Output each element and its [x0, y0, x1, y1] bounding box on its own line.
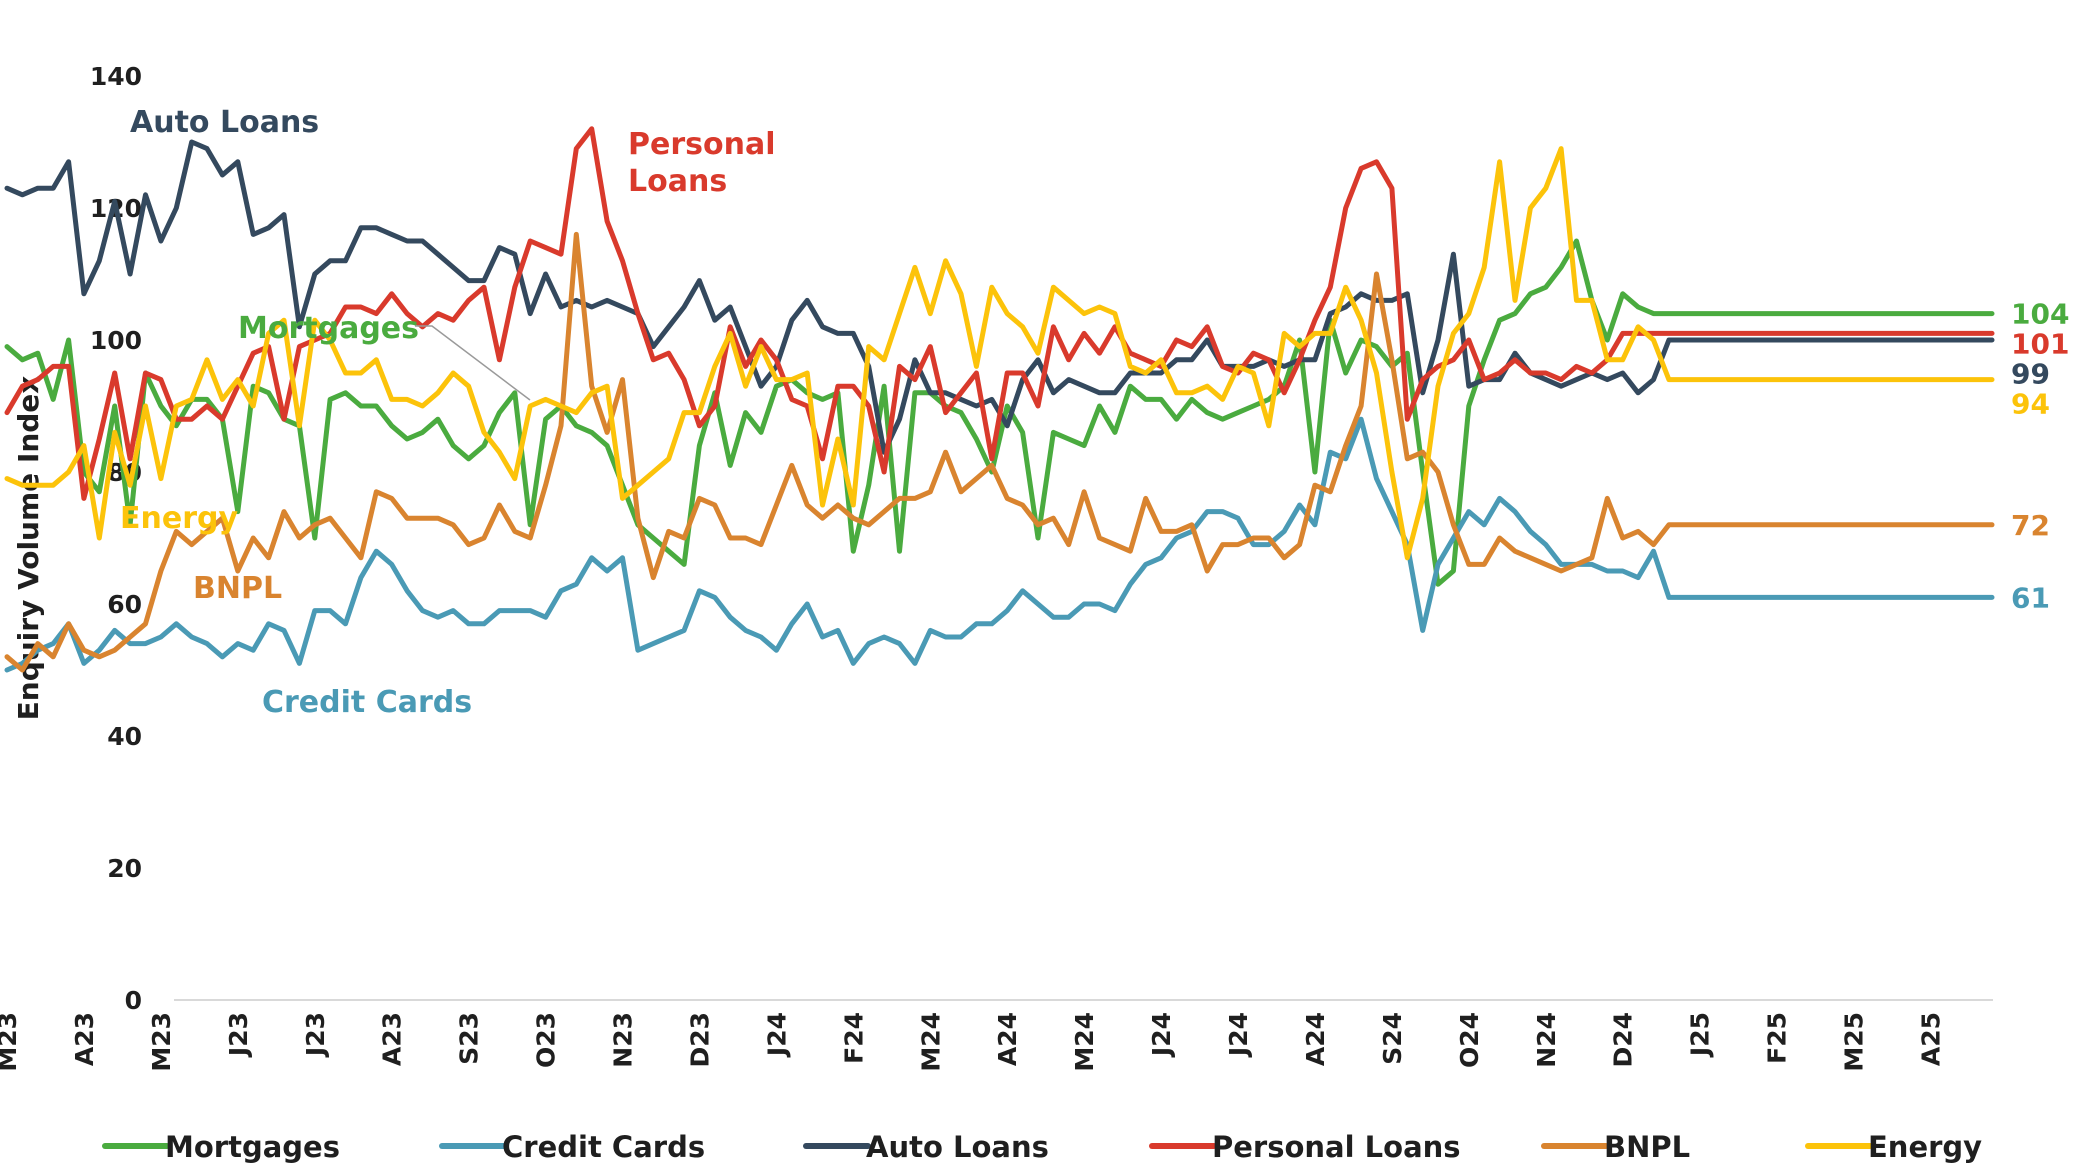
annotation-auto-loans: Auto Loans	[130, 105, 319, 140]
legend-label: BNPL	[1604, 1130, 1690, 1164]
x-tick-label-j23: J23	[301, 1012, 330, 1058]
end-value-energy: 94	[2011, 388, 2050, 421]
mortgages-leader-line	[415, 325, 531, 401]
x-tick-label-d23: D23	[685, 1012, 714, 1068]
end-value-auto-loans: 99	[2011, 358, 2050, 391]
annotation-credit-cards: Credit Cards	[262, 685, 472, 720]
x-tick-label-o23: O23	[532, 1012, 561, 1068]
legend-label: Personal Loans	[1212, 1130, 1461, 1164]
end-value-bnpl: 72	[2011, 509, 2050, 542]
annotation-personal-loans: Loans	[628, 164, 727, 199]
y-tick-label: 40	[107, 722, 142, 751]
legend-label: Auto Loans	[866, 1130, 1049, 1164]
annotation-personal-loans: Personal	[628, 127, 775, 162]
legend: Mortgages Credit Cards Auto Loans Personal …	[102, 1130, 1982, 1164]
x-tick-label-j24: J24	[762, 1012, 791, 1058]
x-tick-label-a25: A25	[1916, 1012, 1945, 1066]
annotation-energy: Energy	[120, 501, 238, 536]
x-tick-label-s24: S24	[1378, 1012, 1407, 1065]
x-tick-label-j23: J23	[224, 1012, 253, 1058]
legend-label: Credit Cards	[502, 1130, 705, 1164]
y-tick-label: 20	[107, 854, 142, 883]
y-tick-label: 140	[90, 62, 142, 91]
x-tick-label-s23: S23	[455, 1012, 484, 1065]
x-tick-label-j24: J24	[1147, 1012, 1176, 1058]
x-tick-label-n24: N24	[1532, 1012, 1561, 1068]
legend-item-mortgages: Mortgages	[102, 1130, 340, 1164]
legend-item-energy: Energy	[1805, 1130, 1982, 1164]
x-tick-label-a24: A24	[1301, 1012, 1330, 1066]
annotation-mortgages: Mortgages	[238, 311, 419, 346]
x-tick-label-a23: A23	[70, 1012, 99, 1066]
x-tick-label-m23: M23	[0, 1012, 22, 1072]
annotation-bnpl: BNPL	[193, 571, 282, 606]
end-value-mortgages: 104	[2011, 298, 2069, 331]
series-line-personal-loans	[4, 126, 1995, 501]
x-tick-label-f25: F25	[1763, 1012, 1792, 1064]
series-line-bnpl	[4, 231, 1995, 673]
series-line-mortgages	[4, 238, 1995, 587]
y-tick-label: 100	[90, 326, 142, 355]
legend-item-credit-cards: Credit Cards	[439, 1130, 705, 1164]
x-tick-label-m25: M25	[1840, 1012, 1869, 1072]
x-tick-label-m23: M23	[147, 1012, 176, 1072]
x-tick-label-j24: J24	[1224, 1012, 1253, 1058]
y-tick-label: 60	[107, 590, 142, 619]
series-layer	[4, 126, 1995, 673]
x-tick-label-m24: M24	[1070, 1012, 1099, 1072]
legend-item-bnpl: BNPL	[1541, 1130, 1690, 1164]
x-tick-label-n23: N23	[609, 1012, 638, 1068]
x-tick-label-f24: F24	[839, 1012, 868, 1064]
x-tick-label-a24: A24	[993, 1012, 1022, 1066]
x-tick-label-a23: A23	[378, 1012, 407, 1066]
x-tick-label-j25: J25	[1686, 1012, 1715, 1058]
y-axis-title: Enquiry Volume Index	[12, 376, 45, 721]
end-value-personal-loans: 101	[2011, 328, 2069, 361]
legend-item-personal-loans: Personal Loans	[1149, 1130, 1461, 1164]
legend-item-auto-loans: Auto Loans	[803, 1130, 1049, 1164]
series-line-credit-cards	[4, 416, 1995, 673]
x-tick-label-d24: D24	[1609, 1012, 1638, 1068]
series-line-energy	[4, 146, 1995, 561]
end-value-credit-cards: 61	[2011, 581, 2050, 614]
legend-label: Energy	[1868, 1130, 1982, 1164]
x-tick-label-m24: M24	[916, 1012, 945, 1072]
x-axis-ticks: M23 A23 M23 J23 J23 A23 S23 O23 N23 D23 J24 F24 M24 A…	[0, 1012, 1945, 1072]
legend-label: Mortgages	[165, 1130, 340, 1164]
y-tick-label: 0	[125, 986, 142, 1015]
x-tick-label-o24: O24	[1455, 1012, 1484, 1068]
